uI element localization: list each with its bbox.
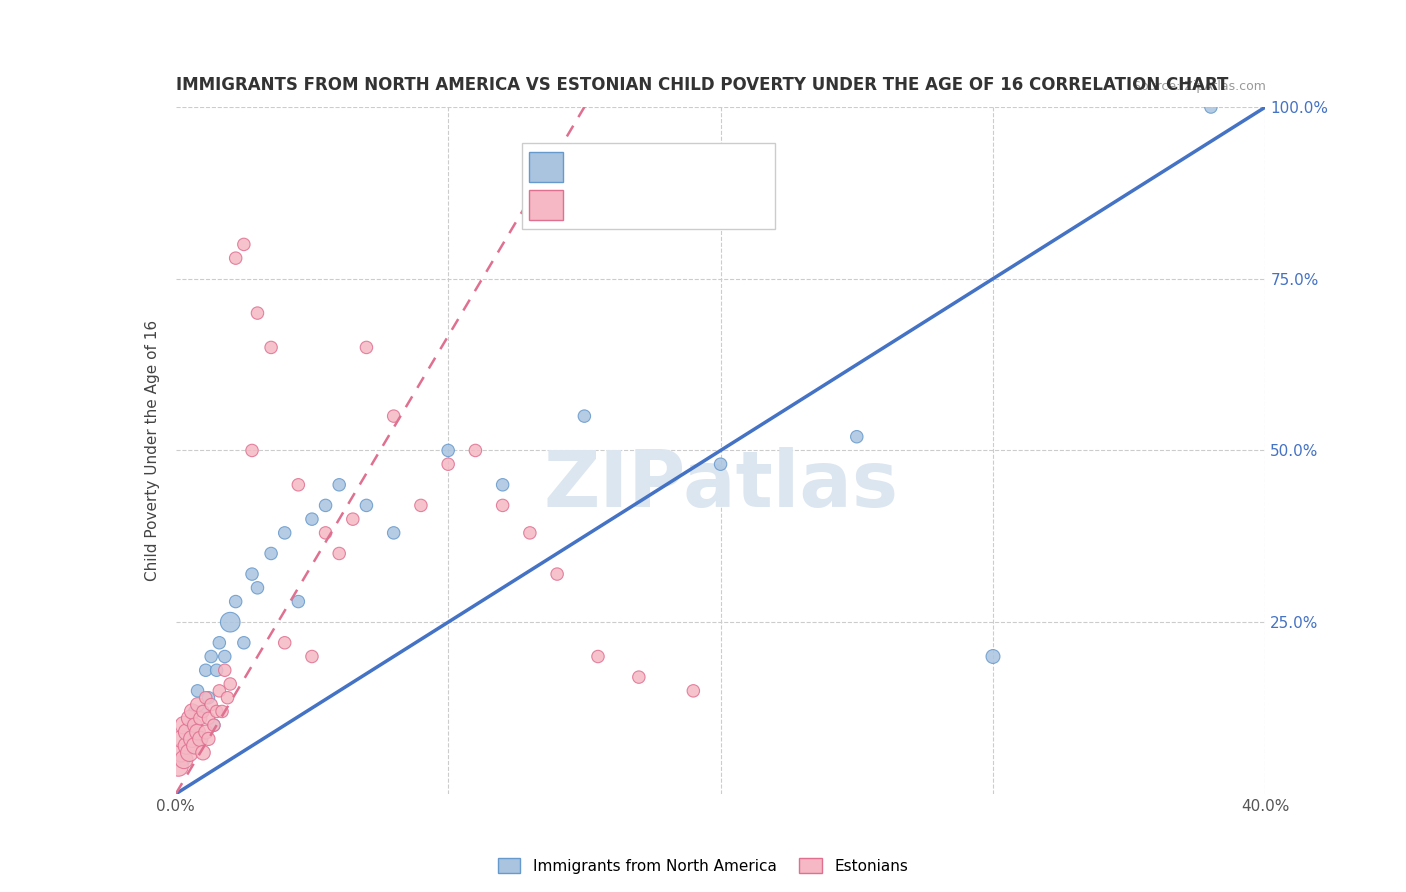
Point (219, 677, 242, 691)
Point (184, 705, 207, 719)
Point (981, 649, 1004, 664)
Point (186, 683, 209, 698)
Point (197, 690, 219, 705)
Point (225, 251, 247, 265)
Point (356, 499, 378, 513)
Point (173, 753, 195, 767)
Point (167, 759, 190, 773)
Text: R = 0.450: R = 0.450 (571, 197, 654, 212)
Point (492, 499, 515, 513)
Point (173, 753, 195, 767)
Point (217, 690, 239, 705)
Point (188, 731, 211, 746)
Point (197, 711, 219, 725)
Point (170, 731, 193, 746)
Point (214, 663, 236, 677)
Point (315, 525, 337, 540)
Point (287, 478, 309, 492)
Point (188, 731, 211, 746)
Point (301, 512, 323, 526)
Point (191, 705, 214, 719)
Point (191, 705, 214, 719)
Point (409, 499, 432, 513)
Point (519, 525, 541, 540)
Point (682, 683, 704, 698)
Point (181, 718, 204, 732)
Text: IMMIGRANTS FROM NORTH AMERICA VS ESTONIAN CHILD POVERTY UNDER THE AGE OF 16 CORR: IMMIGRANTS FROM NORTH AMERICA VS ESTONIA… (176, 77, 1227, 95)
Point (173, 718, 195, 732)
Point (179, 711, 201, 725)
Bar (530, 191, 564, 220)
Point (219, 615, 242, 630)
FancyBboxPatch shape (522, 144, 775, 229)
Point (170, 746, 193, 760)
Point (437, 443, 460, 458)
Point (197, 731, 219, 746)
Point (186, 698, 209, 712)
Point (328, 478, 350, 492)
Point (574, 409, 596, 423)
Point (260, 546, 283, 561)
Point (184, 739, 207, 753)
Point (710, 457, 733, 471)
Point (200, 649, 222, 664)
Point (274, 636, 297, 650)
Y-axis label: Child Poverty Under the Age of 16: Child Poverty Under the Age of 16 (145, 320, 160, 581)
Point (246, 306, 269, 320)
Point (205, 663, 228, 677)
Point (232, 237, 254, 252)
Point (301, 649, 323, 664)
Point (188, 711, 211, 725)
Legend: Immigrants from North America, Estonians: Immigrants from North America, Estonians (492, 852, 914, 880)
Point (181, 731, 204, 746)
Point (194, 725, 217, 739)
Text: ZIPatlas: ZIPatlas (543, 447, 898, 523)
Point (464, 443, 486, 458)
Point (186, 725, 209, 739)
Point (225, 594, 247, 608)
Point (202, 718, 225, 732)
Text: N = 34: N = 34 (681, 159, 738, 174)
Point (208, 636, 231, 650)
Point (194, 690, 217, 705)
Point (240, 443, 263, 458)
Text: R = 0.600: R = 0.600 (571, 159, 655, 174)
Point (184, 718, 207, 732)
Point (191, 746, 214, 760)
Point (202, 718, 225, 732)
Point (176, 725, 198, 739)
Point (627, 670, 650, 684)
Bar (530, 153, 564, 182)
Point (205, 705, 228, 719)
Text: N = 53: N = 53 (681, 197, 738, 212)
Point (382, 409, 405, 423)
Point (845, 430, 868, 444)
Point (382, 525, 405, 540)
Point (260, 340, 283, 354)
Point (356, 340, 378, 354)
Point (1199, 100, 1222, 114)
Point (208, 683, 231, 698)
Point (176, 739, 198, 753)
Text: Source: ZipAtlas.com: Source: ZipAtlas.com (1132, 80, 1265, 94)
Point (181, 705, 204, 719)
Point (179, 746, 201, 760)
Point (232, 636, 254, 650)
Point (200, 698, 222, 712)
Point (214, 649, 236, 664)
Point (179, 731, 201, 746)
Point (287, 594, 309, 608)
Point (586, 649, 609, 664)
Point (328, 546, 350, 561)
Point (246, 581, 269, 595)
Point (240, 567, 263, 582)
Point (492, 478, 515, 492)
Point (315, 499, 337, 513)
Point (546, 567, 568, 582)
Point (342, 512, 364, 526)
Point (211, 705, 233, 719)
Point (194, 663, 217, 677)
Point (274, 525, 297, 540)
Point (437, 457, 460, 471)
